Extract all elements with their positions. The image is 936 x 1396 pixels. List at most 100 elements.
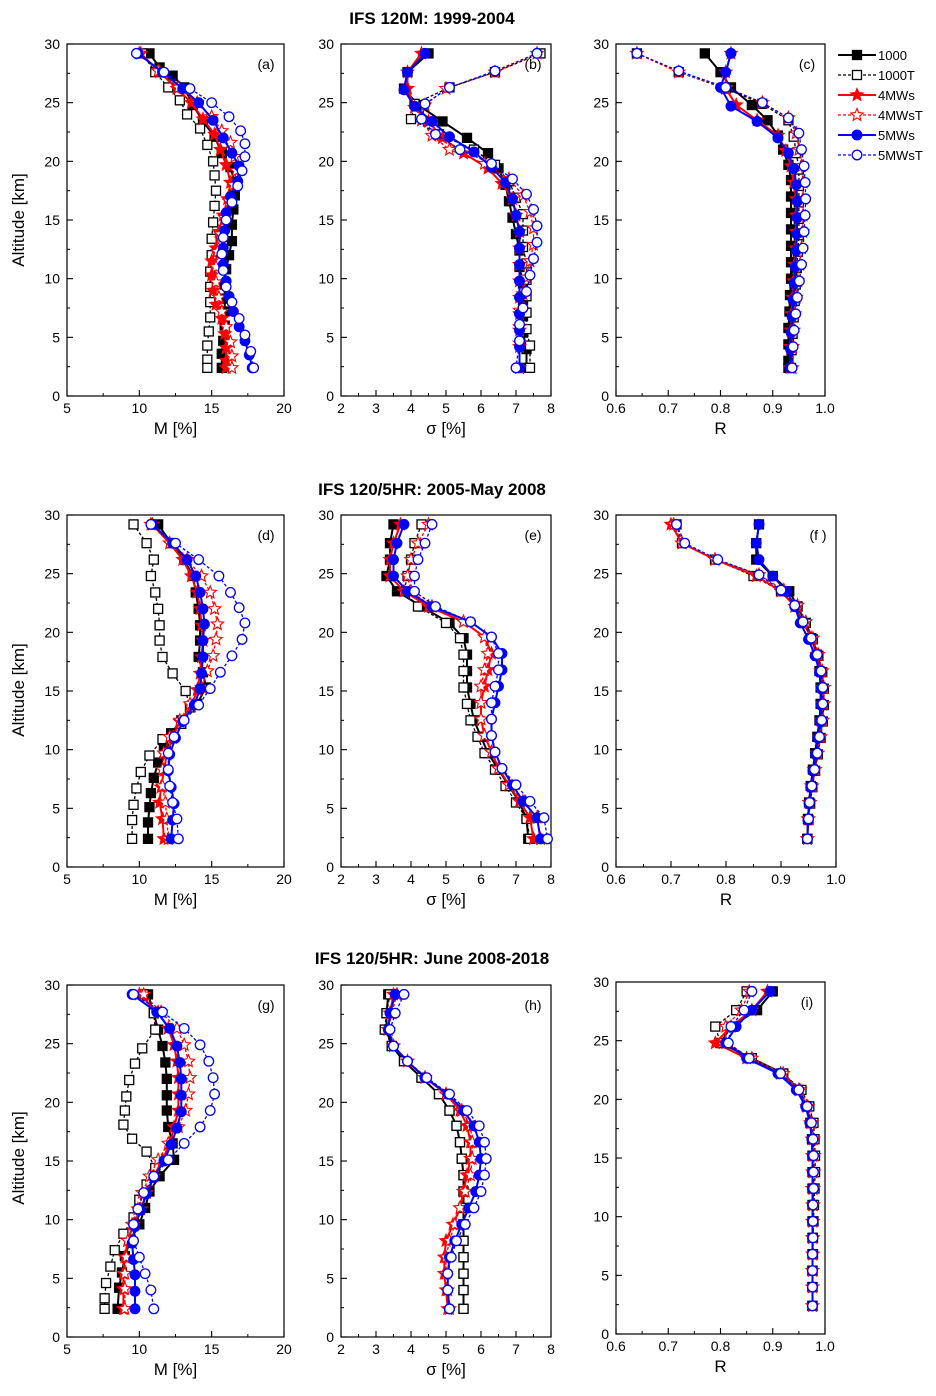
data-point <box>214 666 226 678</box>
data-point <box>148 1303 160 1315</box>
series-1000 <box>381 989 469 1314</box>
x-tick-label: 10 <box>132 400 148 416</box>
y-tick-label: 25 <box>318 95 334 111</box>
panel-label: (d) <box>257 527 274 543</box>
x-axis-label: σ [%] <box>426 890 466 909</box>
x-tick-label: 0.9 <box>763 400 783 416</box>
data-point <box>486 730 497 742</box>
data-point <box>486 631 497 643</box>
data-point <box>193 97 205 109</box>
y-tick-label: 25 <box>593 1033 609 1049</box>
series-5MWs <box>126 988 187 1315</box>
data-point <box>141 538 152 549</box>
y-tick-label: 20 <box>44 153 60 169</box>
series-5MWs <box>398 47 525 374</box>
legend-label: 1000 <box>878 48 907 63</box>
data-point <box>178 714 190 726</box>
data-point <box>738 1004 750 1016</box>
x-tick-label: 7 <box>512 400 520 416</box>
y-tick-label: 25 <box>593 566 609 582</box>
data-point <box>197 635 209 646</box>
data-point <box>174 95 185 106</box>
data-point <box>444 1303 455 1315</box>
series-line <box>727 991 815 1306</box>
data-point <box>772 132 784 144</box>
data-point <box>100 1277 112 1289</box>
data-point <box>145 1284 157 1296</box>
data-point <box>129 1058 141 1069</box>
data-point <box>226 196 238 208</box>
data-point <box>208 296 224 311</box>
data-point <box>154 620 165 631</box>
data-point <box>775 1068 787 1079</box>
data-point <box>437 116 448 127</box>
data-point <box>239 151 251 163</box>
y-tick-label: 30 <box>593 507 609 523</box>
panel-label: (f ) <box>809 527 826 543</box>
series-4MWs <box>399 45 528 375</box>
data-point <box>458 1303 469 1314</box>
x-tick-label: 20 <box>276 871 292 887</box>
data-point <box>233 602 245 614</box>
data-point <box>129 1285 141 1297</box>
data-point <box>751 115 763 127</box>
legend-label: 5MWsT <box>878 148 923 163</box>
data-point <box>164 1022 176 1034</box>
data-point <box>184 83 196 95</box>
series-line <box>387 994 472 1309</box>
x-tick-label: 7 <box>512 1341 520 1357</box>
series-line <box>636 52 804 368</box>
data-point <box>793 275 805 287</box>
data-point <box>205 312 216 323</box>
data-point <box>398 84 410 96</box>
data-point <box>207 217 219 228</box>
data-point <box>486 697 497 709</box>
data-point <box>206 233 217 244</box>
panel-1: 2 3 4 5 6 7 8 0 5 10 15 20 25 30 σ [%] (b) <box>318 36 555 438</box>
data-point <box>480 1153 492 1165</box>
x-tick-label: 0.7 <box>661 871 681 887</box>
data-point <box>118 1119 129 1130</box>
data-point <box>150 587 161 598</box>
panel-label: (h) <box>524 997 541 1013</box>
data-point <box>222 334 239 349</box>
data-point <box>391 537 403 549</box>
data-point <box>797 242 809 254</box>
y-tick-label: 15 <box>593 683 609 699</box>
legend: 1000 1000T 4MWs 4MWsT 5MWs 5MWsT <box>838 48 923 163</box>
panel-7: 2 3 4 5 6 7 8 0 5 10 15 20 25 30 σ [%] (h) <box>318 977 555 1379</box>
x-axis-label: R <box>714 419 726 438</box>
y-tick-label: 0 <box>52 388 60 404</box>
series-line <box>725 991 815 1306</box>
x-axis-label: M [%] <box>154 890 197 909</box>
data-point <box>528 203 539 215</box>
legend-item: 5MWsT <box>838 148 923 163</box>
data-point <box>128 799 139 810</box>
data-point <box>409 570 420 582</box>
y-tick-label: 0 <box>326 388 334 404</box>
x-tick-label: 5 <box>442 400 450 416</box>
data-point <box>804 797 816 808</box>
data-point <box>722 1037 734 1049</box>
x-tick-label: 8 <box>547 871 555 887</box>
data-point <box>743 1052 755 1064</box>
data-point <box>233 313 245 325</box>
data-point <box>473 694 489 710</box>
data-point <box>786 362 798 374</box>
x-tick-label: 1.0 <box>815 400 835 416</box>
series-1000T <box>99 989 161 1314</box>
legend-label: 5MWs <box>878 128 915 143</box>
data-point <box>796 144 807 156</box>
x-tick-label: 0.7 <box>659 400 679 416</box>
plot-frame <box>615 981 826 1335</box>
legend-item: 1000 <box>838 48 907 63</box>
data-point <box>157 651 168 663</box>
data-point <box>510 779 522 791</box>
series-1000 <box>751 519 826 844</box>
data-point <box>458 649 469 660</box>
data-point <box>808 1166 819 1178</box>
data-point <box>725 47 737 59</box>
series-5MWsT <box>409 518 553 845</box>
